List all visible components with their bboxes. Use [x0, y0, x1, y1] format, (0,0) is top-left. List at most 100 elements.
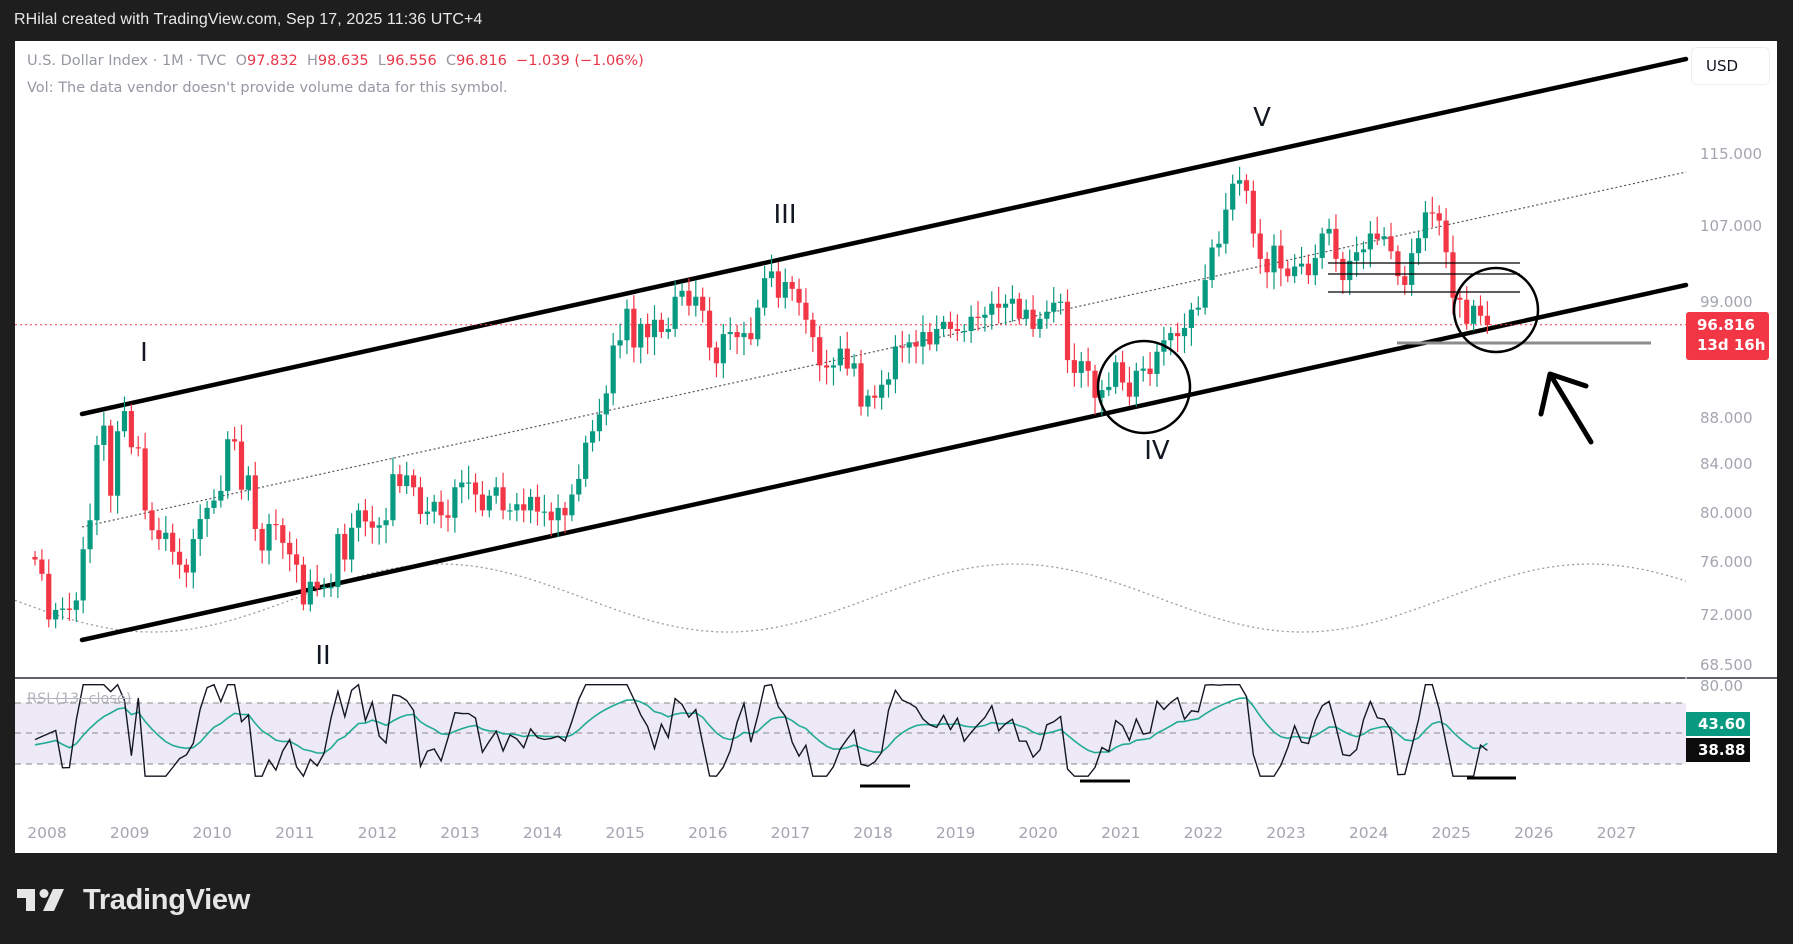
year-tick-label: 2010	[192, 824, 232, 842]
candle-down	[927, 332, 933, 345]
year-tick-label: 2022	[1183, 824, 1224, 842]
candle-up	[1023, 309, 1029, 319]
candle-down	[823, 365, 830, 368]
candle-up	[466, 482, 472, 484]
brand-name: TradingView	[83, 884, 250, 916]
low-value: 96.556	[385, 53, 437, 69]
year-tick-label: 2011	[275, 824, 315, 842]
candle-up	[1354, 252, 1360, 261]
candle-up	[452, 487, 458, 518]
candle-up	[1209, 247, 1215, 281]
candle-down	[1395, 251, 1401, 277]
year-tick-label: 2014	[522, 824, 563, 842]
candle-down	[445, 515, 451, 518]
candle-down	[1388, 236, 1394, 252]
candle-down	[913, 342, 919, 347]
candle-down	[472, 482, 479, 495]
candle-down	[1264, 258, 1270, 273]
year-tick-label: 2027	[1596, 824, 1637, 842]
candle-down	[521, 504, 527, 511]
candle-down	[287, 542, 293, 555]
candle-up	[266, 523, 272, 551]
candle-up	[1002, 303, 1009, 308]
tradingview-logo: TradingView	[17, 884, 250, 917]
candle-up	[672, 296, 678, 329]
candle-up	[1471, 305, 1477, 324]
open-label: O	[235, 53, 248, 69]
candle-down	[170, 532, 176, 552]
candle-down	[1457, 297, 1463, 300]
current-price-tag: 96.816 13d 16h	[1686, 312, 1769, 360]
year-tick-label: 2015	[605, 824, 645, 842]
candle-up	[1422, 212, 1429, 239]
candle-down	[108, 425, 114, 496]
candle-up	[459, 482, 465, 488]
candle-up	[583, 442, 589, 479]
candle-up	[211, 500, 217, 508]
candle-up	[782, 282, 788, 298]
currency-button[interactable]: USD	[1691, 47, 1770, 85]
candle-down	[1175, 333, 1181, 337]
candle-up	[837, 348, 843, 366]
symbol-name[interactable]: U.S. Dollar Index · 1M · TVC	[27, 53, 227, 69]
candle-down	[1477, 305, 1484, 316]
candle-up	[514, 504, 520, 511]
candle-down	[156, 530, 162, 540]
rsi-line	[34, 683, 1488, 778]
candle-up	[892, 346, 899, 380]
candle-down	[844, 348, 850, 369]
candle-up	[1409, 253, 1415, 285]
candle-up	[762, 278, 768, 308]
symbol-legend: U.S. Dollar Index · 1M · TVC O97.832 H98…	[27, 53, 644, 69]
candle-up	[720, 334, 726, 364]
up-arrow-icon	[1538, 371, 1594, 445]
candle-up	[1312, 257, 1318, 276]
candle-down	[817, 337, 823, 366]
wave-label-i: I	[140, 338, 148, 368]
candle-up	[321, 587, 327, 589]
candle-down	[1119, 362, 1126, 383]
candle-up	[383, 520, 389, 526]
candle-down	[438, 501, 444, 516]
candle-down	[899, 346, 905, 348]
candle-down	[479, 494, 486, 511]
candle-up	[1326, 228, 1332, 234]
wave-label-v: V	[1253, 103, 1271, 133]
candle-up	[1154, 351, 1160, 374]
candle-up	[245, 475, 251, 490]
year-tick-label: 2013	[440, 824, 480, 842]
bar-countdown: 13d 16h	[1697, 336, 1766, 354]
candle-down	[1071, 360, 1077, 373]
candle-up	[87, 520, 93, 550]
candle-up	[865, 395, 871, 407]
rsi-value-tag: 38.88	[1686, 738, 1750, 762]
candle-down	[128, 411, 134, 448]
candle-down	[534, 496, 541, 512]
candle-up	[1140, 368, 1146, 371]
candle-up	[528, 496, 534, 511]
candle-down	[1147, 368, 1153, 374]
candle-down	[796, 288, 802, 303]
candle-down	[858, 363, 864, 407]
candle-down	[149, 510, 155, 531]
candle-down	[369, 521, 375, 528]
candle-down	[362, 510, 368, 522]
price-tick-label: 76.000	[1700, 553, 1753, 571]
rsi-title[interactable]: RSI (13, close)	[27, 691, 132, 707]
candle-down	[789, 282, 795, 289]
candle-up	[486, 495, 492, 511]
wave-label-iv: IV	[1144, 436, 1170, 466]
candle-up	[665, 328, 671, 333]
channel-upper-line	[79, 56, 1689, 417]
candle-down	[280, 525, 286, 543]
candle-down	[1374, 233, 1380, 240]
current-zone-circle	[1452, 266, 1540, 354]
candle-down	[397, 474, 403, 487]
candle-up	[589, 431, 596, 443]
candle-up	[1319, 233, 1325, 258]
high-label: H	[307, 53, 318, 69]
candle-up	[941, 321, 947, 329]
candle-down	[410, 475, 417, 488]
price-tick-label: 107.000	[1700, 217, 1763, 235]
